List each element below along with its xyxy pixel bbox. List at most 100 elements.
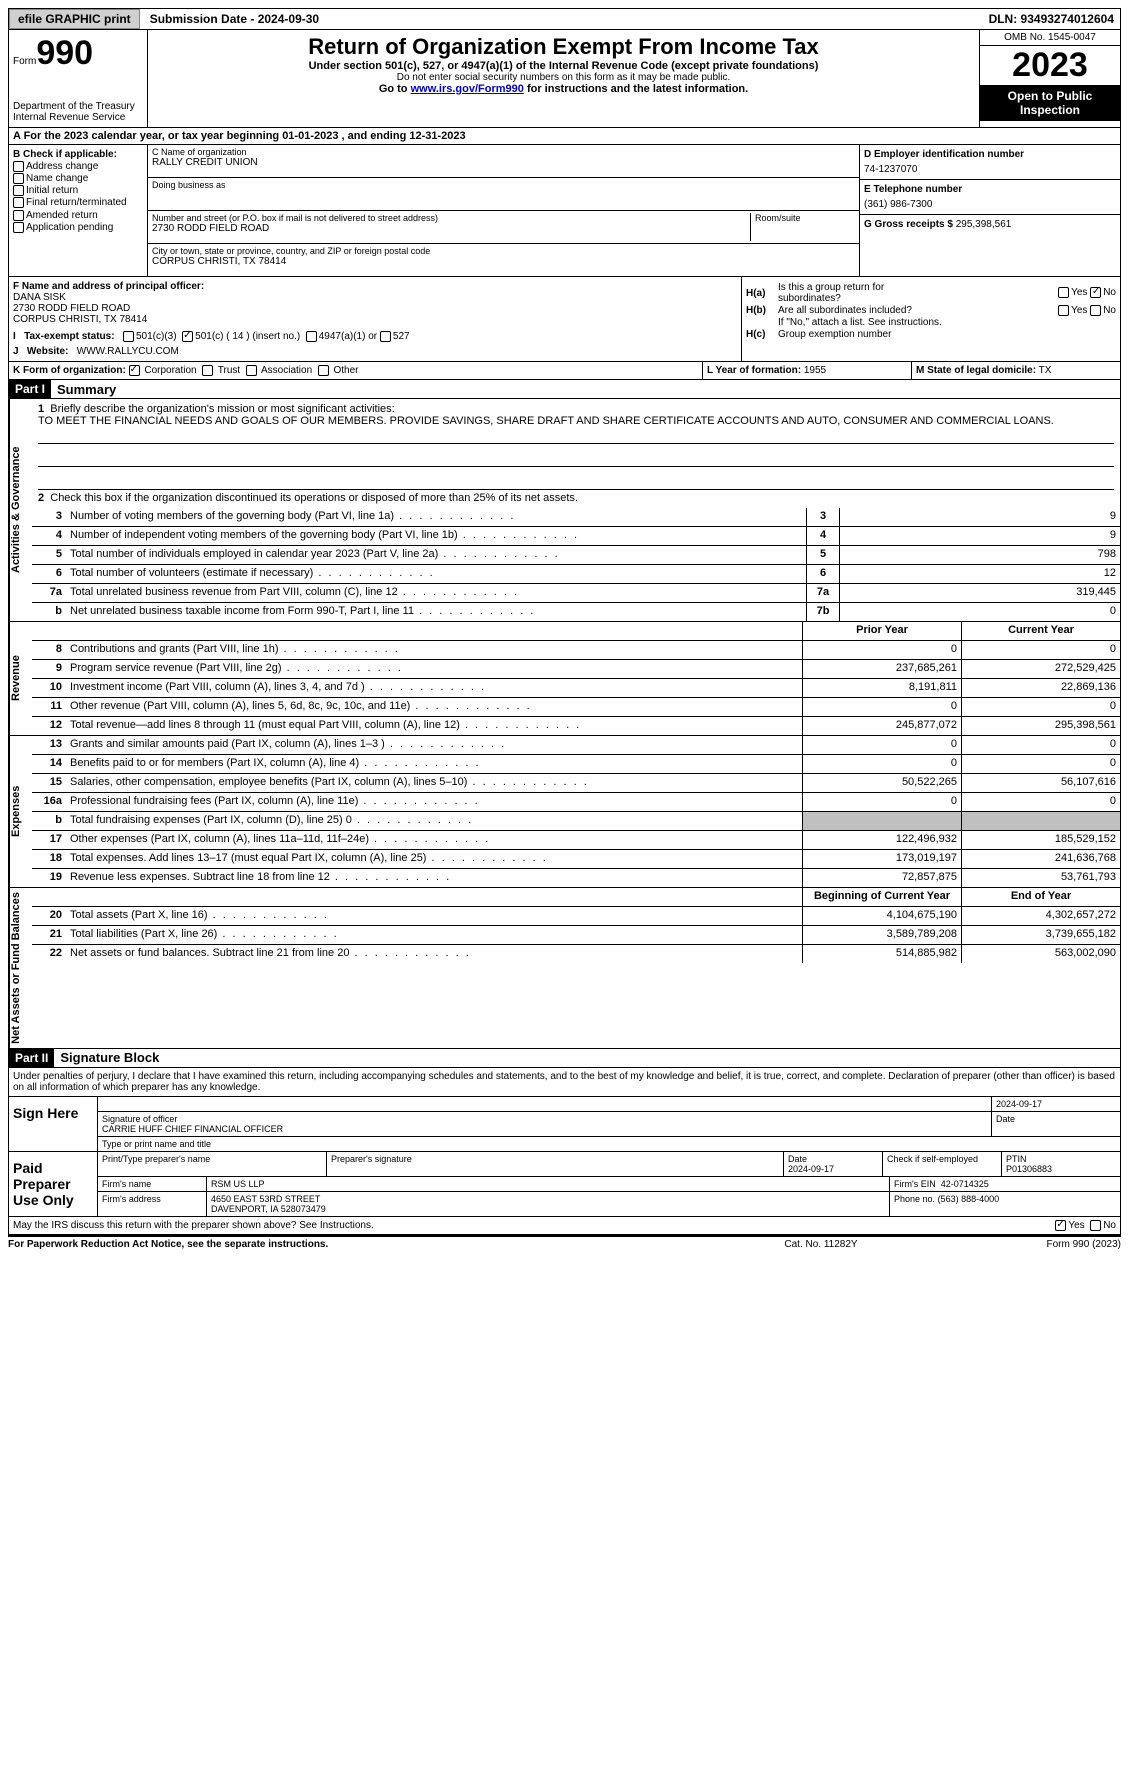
mission-text: TO MEET THE FINANCIAL NEEDS AND GOALS OF…	[38, 415, 1054, 427]
open-to-public: Open to Public Inspection	[980, 85, 1120, 121]
section-revenue: Revenue Prior Year Current Year 8Contrib…	[8, 622, 1121, 736]
efile-button[interactable]: efile GRAPHIC print	[9, 9, 140, 29]
form-subtitle-3: Go to www.irs.gov/Form990 for instructio…	[152, 83, 975, 95]
table-row: 7aTotal unrelated business revenue from …	[32, 584, 1120, 603]
section-activities-governance: Activities & Governance 1 Briefly descri…	[8, 399, 1121, 622]
form-subtitle-2: Do not enter social security numbers on …	[152, 72, 975, 83]
footer-paperwork: For Paperwork Reduction Act Notice, see …	[8, 1239, 721, 1250]
block-bcd: B Check if applicable: Address change Na…	[8, 145, 1121, 277]
addr-label: Number and street (or P.O. box if mail i…	[152, 213, 746, 223]
section-expenses: Expenses 13Grants and similar amounts pa…	[8, 736, 1121, 888]
ein-label: D Employer identification number	[864, 149, 1116, 160]
chk-ha-yes[interactable]	[1058, 287, 1069, 298]
form-label: Form	[13, 56, 36, 67]
table-row: 11Other revenue (Part VIII, column (A), …	[32, 698, 1120, 717]
discuss-label: May the IRS discuss this return with the…	[13, 1220, 1055, 1231]
perjury-declaration: Under penalties of perjury, I declare th…	[9, 1068, 1120, 1096]
table-row: 17Other expenses (Part IX, column (A), l…	[32, 831, 1120, 850]
ptin: P01306883	[1006, 1164, 1052, 1174]
top-bar: efile GRAPHIC print Submission Date - 20…	[8, 8, 1121, 30]
dba-label: Doing business as	[152, 180, 855, 190]
officer-addr2: CORPUS CHRISTI, TX 78414	[13, 314, 737, 325]
signature-block: Under penalties of perjury, I declare th…	[8, 1068, 1121, 1235]
table-row: 9Program service revenue (Part VIII, lin…	[32, 660, 1120, 679]
form-number: 990	[36, 34, 93, 72]
website-value: WWW.RALLYCU.COM	[77, 346, 179, 357]
chk-501c3[interactable]	[123, 331, 134, 342]
chk-4947[interactable]	[306, 331, 317, 342]
org-name: RALLY CREDIT UNION	[152, 157, 855, 168]
omb-number: OMB No. 1545-0047	[980, 30, 1120, 46]
table-row: 16aProfessional fundraising fees (Part I…	[32, 793, 1120, 812]
chk-corp[interactable]	[129, 365, 140, 376]
table-row: 15Salaries, other compensation, employee…	[32, 774, 1120, 793]
city-label: City or town, state or province, country…	[152, 246, 855, 256]
chk-initial-return[interactable]	[13, 185, 24, 196]
chk-app-pending[interactable]	[13, 222, 24, 233]
table-row: 8Contributions and grants (Part VIII, li…	[32, 641, 1120, 660]
chk-discuss-yes[interactable]	[1055, 1220, 1066, 1231]
table-row: 20Total assets (Part X, line 16)4,104,67…	[32, 907, 1120, 926]
tel-value: (361) 986-7300	[864, 195, 1116, 210]
table-row: 5Total number of individuals employed in…	[32, 546, 1120, 565]
chk-527[interactable]	[380, 331, 391, 342]
table-row: bTotal fundraising expenses (Part IX, co…	[32, 812, 1120, 831]
box-h: H(a) Is this a group return forsubordina…	[741, 277, 1120, 361]
side-label-ag: Activities & Governance	[9, 399, 32, 621]
paid-preparer-label: Paid Preparer Use Only	[9, 1152, 98, 1216]
header-mid: Return of Organization Exempt From Incom…	[148, 30, 979, 127]
form-subtitle-1: Under section 501(c), 527, or 4947(a)(1)…	[152, 60, 975, 72]
table-row: 18Total expenses. Add lines 13–17 (must …	[32, 850, 1120, 869]
dept-treasury: Department of the Treasury Internal Reve…	[13, 101, 143, 123]
gross-value: 295,398,561	[956, 219, 1012, 230]
chk-discuss-no[interactable]	[1090, 1220, 1101, 1231]
chk-other[interactable]	[318, 365, 329, 376]
firm-name: RSM US LLP	[207, 1177, 890, 1191]
sig-date: 2024-09-17	[992, 1097, 1120, 1111]
year-formation: 1955	[804, 365, 826, 376]
box-f: F Name and address of principal officer:…	[9, 277, 741, 361]
part1-header: Part I Summary	[8, 380, 1121, 399]
officer-name: DANA SISK	[13, 292, 737, 303]
form-header: Form990 Department of the Treasury Inter…	[8, 30, 1121, 128]
chk-assoc[interactable]	[246, 365, 257, 376]
page-footer: For Paperwork Reduction Act Notice, see …	[8, 1237, 1121, 1252]
box-c: C Name of organization RALLY CREDIT UNIO…	[148, 145, 859, 276]
block-fh: F Name and address of principal officer:…	[8, 277, 1121, 362]
header-right: OMB No. 1545-0047 2023 Open to Public In…	[979, 30, 1120, 127]
chk-hb-yes[interactable]	[1058, 305, 1069, 316]
chk-501c[interactable]	[182, 331, 193, 342]
row-klm: K Form of organization: Corporation Trus…	[8, 362, 1121, 380]
table-row: 22Net assets or fund balances. Subtract …	[32, 945, 1120, 963]
box-b-label: B Check if applicable:	[13, 149, 143, 160]
table-row: 12Total revenue—add lines 8 through 11 (…	[32, 717, 1120, 735]
chk-address-change[interactable]	[13, 161, 24, 172]
table-row: 6Total number of volunteers (estimate if…	[32, 565, 1120, 584]
gross-label: G Gross receipts $	[864, 219, 953, 230]
table-row: 3Number of voting members of the governi…	[32, 508, 1120, 527]
irs-link[interactable]: www.irs.gov/Form990	[411, 83, 524, 95]
dln: DLN: 93493274012604	[983, 10, 1120, 28]
part2-header: Part II Signature Block	[8, 1049, 1121, 1068]
state-domicile: TX	[1039, 365, 1052, 376]
submission-date: Submission Date - 2024-09-30	[144, 10, 325, 28]
firm-addr2: DAVENPORT, IA 528073479	[211, 1204, 326, 1214]
section-net-assets: Net Assets or Fund Balances Beginning of…	[8, 888, 1121, 1049]
officer-addr1: 2730 RODD FIELD ROAD	[13, 303, 737, 314]
box-b: B Check if applicable: Address change Na…	[9, 145, 148, 276]
side-label-expenses: Expenses	[9, 736, 32, 887]
firm-ein: 42-0714325	[941, 1179, 989, 1189]
street-address: 2730 RODD FIELD ROAD	[152, 223, 746, 234]
chk-final-return[interactable]	[13, 197, 24, 208]
room-suite-label: Room/suite	[751, 213, 855, 241]
sign-here-label: Sign Here	[9, 1097, 98, 1151]
chk-hb-no[interactable]	[1090, 305, 1101, 316]
chk-trust[interactable]	[202, 365, 213, 376]
firm-addr1: 4650 EAST 53RD STREET	[211, 1194, 320, 1204]
side-label-net-assets: Net Assets or Fund Balances	[9, 888, 32, 1048]
chk-name-change[interactable]	[13, 173, 24, 184]
chk-ha-no[interactable]	[1090, 287, 1101, 298]
box-d: D Employer identification number 74-1237…	[859, 145, 1120, 276]
officer-label: F Name and address of principal officer:	[13, 281, 737, 292]
chk-amended[interactable]	[13, 210, 24, 221]
